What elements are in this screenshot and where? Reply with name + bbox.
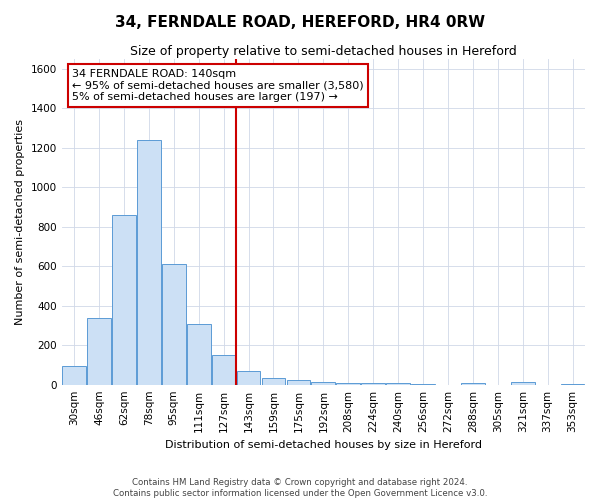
Bar (112, 215, 136, 384)
Bar (461, 382, 485, 384)
Bar (187, 324, 211, 384)
Bar (511, 382, 535, 384)
Title: Size of property relative to semi-detached houses in Hereford: Size of property relative to semi-detach… (130, 45, 517, 58)
Text: 34, FERNDALE ROAD, HEREFORD, HR4 0RW: 34, FERNDALE ROAD, HEREFORD, HR4 0RW (115, 15, 485, 30)
Bar (62, 366, 86, 384)
Text: 34 FERNDALE ROAD: 140sqm
← 95% of semi-detached houses are smaller (3,580)
5% of: 34 FERNDALE ROAD: 140sqm ← 95% of semi-d… (72, 69, 364, 102)
Bar (137, 140, 161, 384)
Bar (361, 382, 385, 384)
Bar (87, 318, 111, 384)
X-axis label: Distribution of semi-detached houses by size in Hereford: Distribution of semi-detached houses by … (165, 440, 482, 450)
Y-axis label: Number of semi-detached properties: Number of semi-detached properties (15, 119, 25, 325)
Bar (237, 371, 260, 384)
Bar (287, 380, 310, 384)
Text: Contains HM Land Registry data © Crown copyright and database right 2024.
Contai: Contains HM Land Registry data © Crown c… (113, 478, 487, 498)
Bar (386, 382, 410, 384)
Bar (337, 382, 360, 384)
Bar (311, 382, 335, 384)
Bar (212, 355, 235, 384)
Bar (262, 378, 286, 384)
Bar (162, 264, 185, 384)
